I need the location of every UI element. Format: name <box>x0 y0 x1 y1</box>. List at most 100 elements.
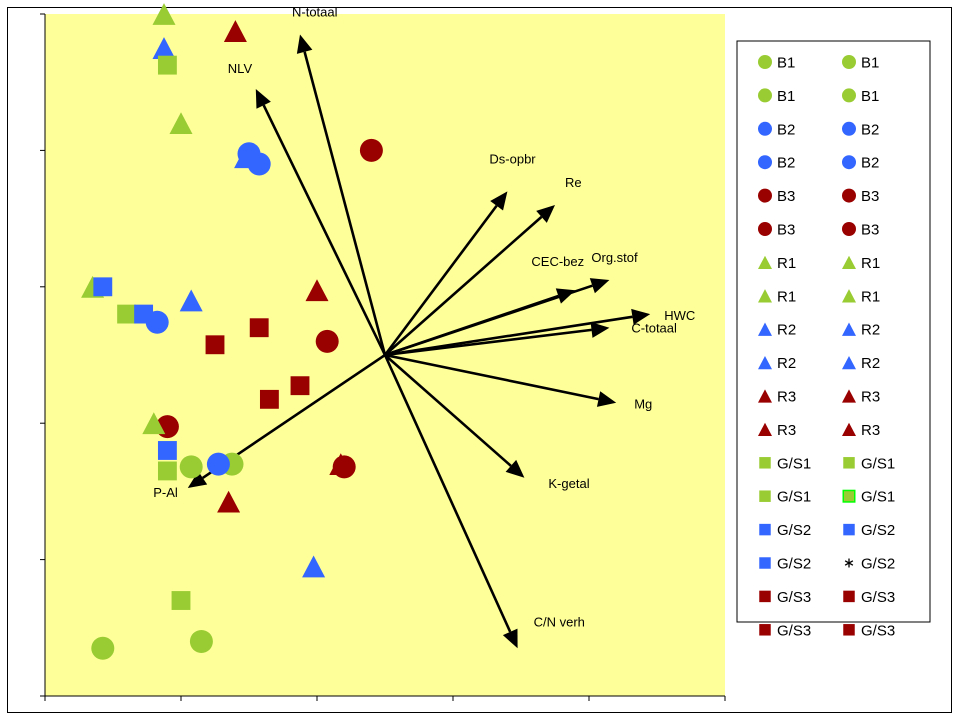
data-point-r3 <box>305 279 329 302</box>
legend-label: G/S3 <box>861 622 895 639</box>
vector-line <box>303 51 387 356</box>
legend-label: R1 <box>861 255 880 272</box>
vector-arrowhead <box>490 191 508 211</box>
legend-marker <box>842 255 856 270</box>
legend-marker <box>759 457 771 469</box>
legend: B1 B1 B1 B1 B2 B2 B2 B2 B3 B3 B3 B3 R1 R1 R1 R1 R2 R2 R2 R2… <box>736 40 931 639</box>
vector-label: HWC <box>664 308 695 323</box>
data-point-g-s3 <box>249 318 269 338</box>
legend-marker <box>759 557 771 569</box>
vector-arrowhead <box>505 459 525 478</box>
legend-label: R2 <box>777 322 796 339</box>
vector-arrowhead <box>502 628 518 649</box>
legend-marker <box>842 188 856 203</box>
vector-arrowhead <box>187 471 208 488</box>
legend-marker <box>842 355 856 370</box>
legend-marker <box>758 222 772 236</box>
legend-label: R3 <box>777 422 796 439</box>
legend-marker <box>842 222 856 236</box>
legend-label: G/S1 <box>861 455 895 472</box>
legend-marker <box>759 490 771 502</box>
legend-marker <box>842 322 856 336</box>
legend-label: R2 <box>861 355 880 372</box>
legend-label: G/S3 <box>777 589 811 606</box>
vector-arrowhead <box>631 308 651 325</box>
legend-label: R3 <box>861 389 880 406</box>
data-point-g-s1 <box>157 55 177 75</box>
data-point-g-s1 <box>171 591 191 610</box>
legend-label: R1 <box>861 288 880 305</box>
legend-label: B2 <box>777 155 795 172</box>
data-point-r3 <box>223 20 247 42</box>
legend-label: G/S2 <box>861 556 895 573</box>
vector-arrowhead <box>590 321 610 338</box>
legend-marker <box>843 523 855 536</box>
legend-label: G/S2 <box>861 522 895 539</box>
legend-label: R2 <box>861 322 880 339</box>
vector-arrowhead <box>255 89 271 109</box>
vector-line <box>384 328 592 357</box>
data-point-r1 <box>152 3 176 25</box>
vector-label: Re <box>565 175 582 190</box>
legend-label: B3 <box>861 188 879 205</box>
legend-marker <box>842 88 856 103</box>
legend-marker <box>759 624 771 636</box>
legend-label: G/S1 <box>861 489 895 506</box>
legend-label: R1 <box>777 288 796 305</box>
vector-line <box>384 215 543 356</box>
data-point-r3 <box>329 453 353 476</box>
legend-label: R3 <box>861 422 880 439</box>
legend-label: B3 <box>777 222 795 239</box>
legend-marker <box>758 289 772 303</box>
vector-label: Ds-opbr <box>489 151 536 166</box>
legend-marker <box>842 55 856 69</box>
legend-label: B2 <box>861 121 879 138</box>
legend-label: B2 <box>777 121 795 138</box>
legend-marker <box>842 489 856 503</box>
vector-label: Org.stof <box>591 250 638 265</box>
vector-label: K-getal <box>548 476 589 491</box>
vector-label: C/N verh <box>534 614 585 629</box>
legend-marker <box>758 422 772 437</box>
data-point-b2 <box>206 452 230 476</box>
legend-label: B2 <box>861 155 879 172</box>
legend-marker <box>844 558 854 568</box>
legend-marker <box>843 624 855 636</box>
legend-marker <box>758 355 772 370</box>
data-point-r2 <box>302 555 326 578</box>
vector-label: Mg <box>634 397 652 412</box>
data-point-b3 <box>315 329 339 353</box>
legend-marker <box>842 389 856 403</box>
vector-arrowhead <box>536 204 555 223</box>
vector-label: CEC-bez <box>531 254 584 269</box>
legend-marker <box>758 88 772 103</box>
vector-line <box>383 204 498 356</box>
vector-label: N-totaal <box>292 4 338 19</box>
legend-marker <box>842 422 856 437</box>
vector-line <box>384 284 593 357</box>
star-stroke <box>844 560 854 566</box>
legend-marker <box>759 590 771 603</box>
legend-label: B3 <box>861 222 879 239</box>
data-point-g-s2 <box>134 304 154 324</box>
data-point-b2 <box>247 152 271 176</box>
vector-arrowhead <box>596 391 617 407</box>
legend-marker <box>758 55 772 69</box>
legend-label: B3 <box>777 188 795 205</box>
data-point-r2 <box>234 146 258 169</box>
data-point-g-s3 <box>205 335 225 355</box>
legend-marker <box>758 155 772 170</box>
legend-label: G/S3 <box>861 589 895 606</box>
legend-label: B1 <box>777 55 795 72</box>
data-point-r3 <box>217 490 241 513</box>
legend-marker <box>758 121 772 136</box>
legend-marker <box>842 155 856 170</box>
legend-marker <box>758 255 772 270</box>
data-point-r2 <box>179 289 203 312</box>
plot-area: N-totaal NLV Ds-opbr Re CEC-bez Org.stof HWCC-… <box>40 3 726 701</box>
vector-line <box>384 354 512 467</box>
legend-label: B1 <box>777 88 795 105</box>
vector-line <box>384 353 599 401</box>
legend-label: R3 <box>777 389 796 406</box>
